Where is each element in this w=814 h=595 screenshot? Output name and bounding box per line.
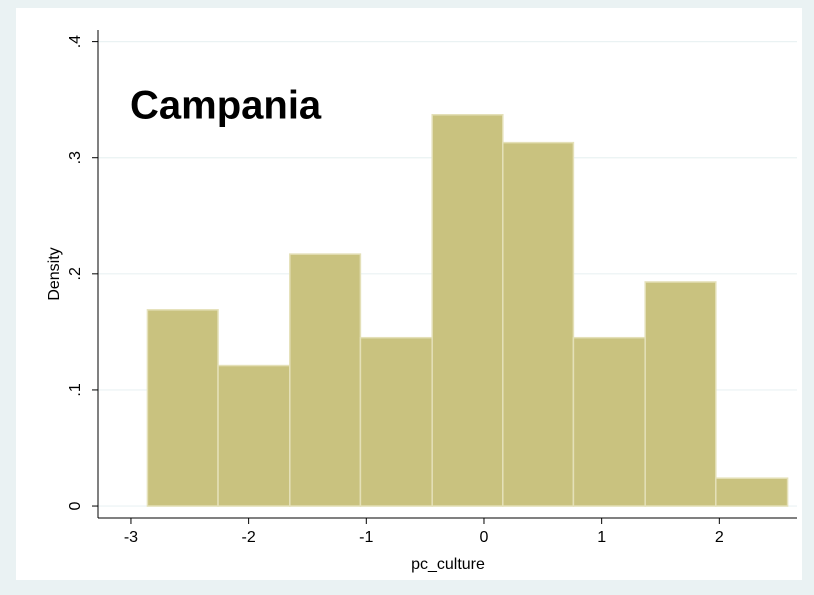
bar	[217, 364, 291, 507]
x-tick-label: -1	[359, 529, 373, 546]
bar	[502, 141, 575, 507]
x-axis-label: pc_culture	[411, 556, 485, 573]
bar	[431, 114, 504, 507]
y-tick-label: .3	[67, 151, 84, 164]
x-tick-label: -3	[124, 529, 138, 546]
bar	[715, 477, 789, 507]
bar	[644, 281, 717, 507]
bar	[572, 336, 646, 507]
x-tick-label: 1	[597, 529, 606, 546]
y-tick-label: .1	[67, 383, 84, 396]
y-tick-label: 0	[67, 501, 84, 510]
y-tick-label: .2	[67, 267, 84, 280]
plot-area: 0 .1 .2 .3 .4 -3 -2 -1 0 1 2	[67, 30, 797, 546]
y-axis-label: Density	[46, 247, 63, 300]
bar	[146, 309, 219, 507]
x-tick-label: -2	[242, 529, 256, 546]
annotation: Campania	[130, 84, 322, 128]
bar	[289, 253, 362, 507]
y-tick-label: .4	[67, 35, 84, 48]
bar	[359, 336, 433, 507]
x-tick-label: 0	[480, 529, 489, 546]
x-tick-label: 2	[715, 529, 724, 546]
